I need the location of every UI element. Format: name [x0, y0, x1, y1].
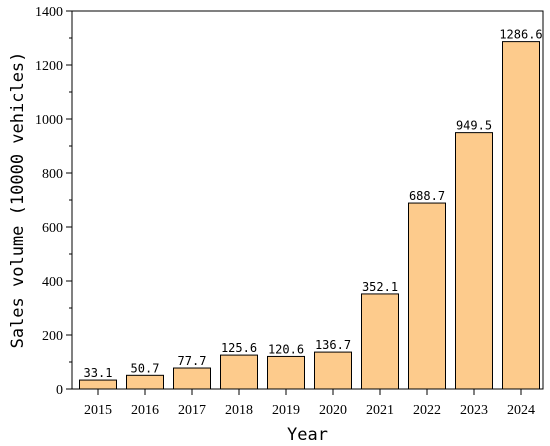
bar: [79, 379, 117, 390]
x-tick-label: 2024: [507, 403, 535, 418]
y-tick-label: 400: [42, 275, 63, 290]
data-label: 50.7: [131, 361, 160, 375]
x-tick-label: 2018: [225, 403, 253, 418]
x-tick-label: 2020: [319, 403, 347, 418]
data-label: 1286.6: [499, 28, 542, 42]
x-tick-label: 2017: [178, 403, 206, 418]
x-tick-label: 2023: [460, 403, 488, 418]
x-tick-label: 2019: [272, 403, 300, 418]
bar: [267, 355, 305, 390]
y-tick-label: 1400: [35, 5, 63, 20]
bar: [314, 351, 352, 390]
y-axis-title: Sales volume (10000 vehicles): [8, 52, 28, 349]
x-tick-label: 2016: [131, 403, 159, 418]
x-tick-label: 2021: [366, 403, 394, 418]
y-tick-label: 200: [42, 329, 63, 344]
y-tick-label: 1200: [35, 59, 63, 74]
y-tick-label: 0: [56, 383, 63, 398]
bar: [408, 202, 446, 390]
data-label: 33.1: [84, 366, 113, 380]
data-label: 136.7: [315, 338, 351, 352]
data-label: 352.1: [362, 280, 398, 294]
x-tick-label: 2022: [413, 403, 441, 418]
x-tick-label: 2015: [84, 403, 112, 418]
data-label: 125.6: [221, 341, 257, 355]
bar: [455, 132, 493, 390]
bar: [173, 367, 211, 390]
bar: [220, 354, 258, 390]
y-tick-label: 1000: [35, 113, 63, 128]
data-label: 949.5: [456, 119, 492, 133]
y-tick-label: 600: [42, 221, 63, 236]
bar: [361, 293, 399, 390]
y-tick-label: 800: [42, 167, 63, 182]
data-label: 688.7: [409, 189, 445, 203]
plot-area: 0 200 400 600 800 1000 1200 1400 33.1 2015 50.7 201…: [35, 5, 544, 418]
data-label: 120.6: [268, 342, 304, 356]
data-label: 77.7: [178, 354, 207, 368]
bar: [502, 41, 540, 390]
x-axis-title: Year: [287, 425, 328, 445]
bar: [126, 374, 164, 390]
